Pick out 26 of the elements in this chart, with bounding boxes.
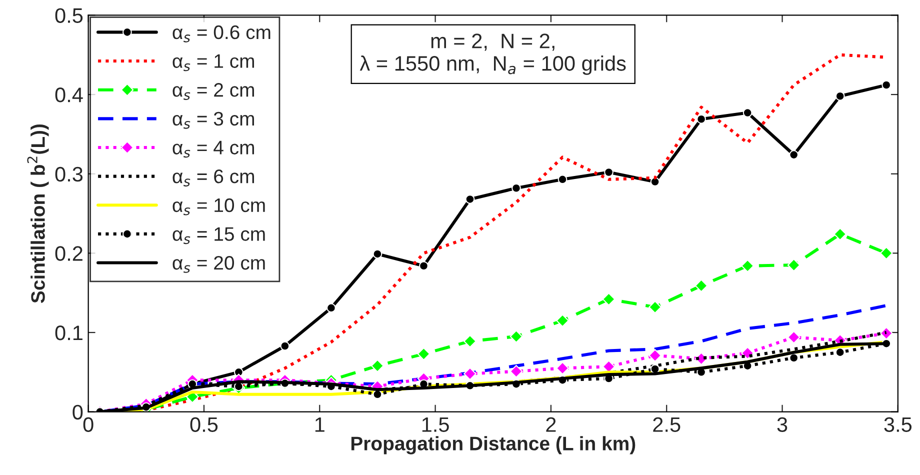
legend-label: α$_{s}$ = 10 cm — [172, 198, 265, 216]
legend-label: α$_{s}$ = 4 cm — [172, 140, 254, 158]
y-tick-label: 0.2 — [55, 246, 82, 261]
legend-label: α$_{s}$ = 1 cm — [172, 54, 254, 72]
y-tick-label: 0.4 — [55, 88, 83, 102]
legend-label: α$_{s}$ = 20 cm — [172, 256, 265, 273]
x-tick-label: 3 — [777, 417, 788, 432]
legend-label: α$_{s}$ = 3 cm — [172, 112, 254, 129]
legend-label: α$_{s}$ = 2 cm — [172, 83, 254, 100]
y-tick-label: 0 — [72, 404, 83, 420]
x-tick-label: 1 — [315, 417, 324, 432]
y-tick-label: 0.5 — [55, 8, 83, 23]
x-tick-label: 0 — [83, 417, 94, 432]
y-axis-title: Scintillation ( b$^{2}$(L)) — [27, 124, 49, 303]
x-axis-title: Propagation Distance (L in km) — [351, 436, 636, 454]
x-tick-label: 0.5 — [190, 417, 218, 432]
legend-label: α$_{s}$ = 15 cm — [172, 227, 265, 244]
y-tick-label: 0.3 — [55, 166, 83, 182]
x-tick-label: 3.5 — [884, 417, 912, 432]
y-tick-label: 0.1 — [55, 326, 82, 340]
legend-label: α$_{s}$ = 6 cm — [172, 170, 254, 186]
x-tick-label: 1.5 — [422, 417, 449, 432]
legend-label: α$_{s}$ = 0.6 cm — [172, 25, 270, 42]
x-tick-label: 2 — [546, 417, 556, 432]
annotation: m = 2, N = 2, λ = 1550 nm, N$_{a}$ = 100 grids — [360, 34, 626, 75]
x-tick-label: 2.5 — [653, 417, 680, 432]
